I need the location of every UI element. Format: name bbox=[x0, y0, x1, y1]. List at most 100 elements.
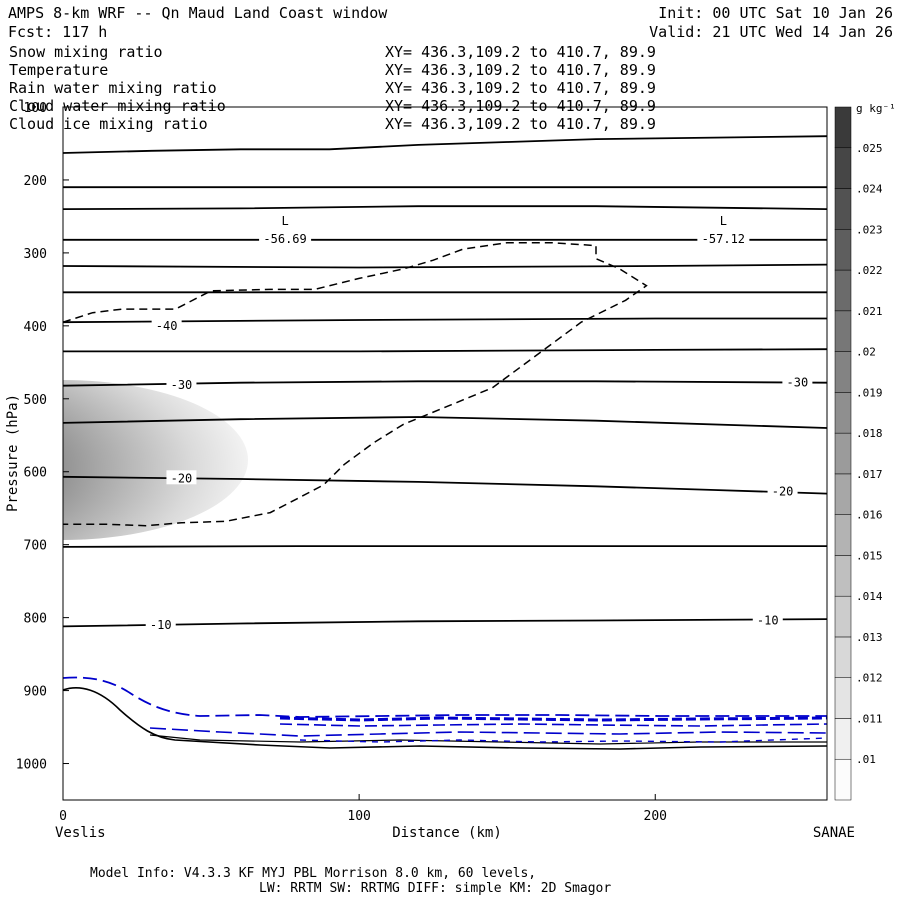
temperature-isotherms bbox=[63, 135, 827, 628]
y-tick-label: 400 bbox=[24, 320, 47, 335]
colorbar-tick-label: .01 bbox=[856, 753, 876, 766]
low-marker: L bbox=[281, 214, 288, 228]
plot-frame bbox=[62, 106, 828, 801]
field-xy: XY= 436.3,109.2 to 410.7, 89.9 bbox=[385, 79, 656, 97]
label-mask bbox=[697, 231, 750, 246]
isotherm-line bbox=[63, 618, 827, 628]
distance-axis: 0 100 200 bbox=[59, 794, 667, 824]
colorbar-tick-label: .024 bbox=[856, 183, 883, 196]
plot-area: L -56.69 L -57.12 -40 -30 -30 -20 -20 -10 -10 bbox=[62, 106, 828, 801]
isotherm-line bbox=[63, 205, 827, 210]
isotherm-label: -20 bbox=[171, 471, 193, 485]
label-mask bbox=[151, 317, 182, 332]
label-mask bbox=[782, 374, 813, 389]
colorbar-bin bbox=[834, 636, 852, 678]
low-value: -56.69 bbox=[263, 232, 306, 246]
terrain-line-2 bbox=[149, 734, 827, 745]
colorbar-bin bbox=[834, 147, 852, 189]
field-legend: Snow mixing ratio XY= 436.3,109.2 to 410.… bbox=[9, 43, 656, 133]
label-mask bbox=[259, 231, 312, 246]
model-info-line1: Model Info: V4.3.3 KF MYJ PBL Morrison 8… bbox=[90, 866, 536, 881]
colorbar-tick-label: .017 bbox=[856, 468, 883, 481]
field-name: Snow mixing ratio bbox=[9, 43, 163, 61]
isotherm-line bbox=[63, 135, 827, 154]
cloud-water-contour-5 bbox=[299, 737, 827, 743]
valid-time: Valid: 21 UTC Wed 14 Jan 26 bbox=[649, 23, 893, 41]
low-value: -57.12 bbox=[702, 232, 745, 246]
colorbar-tick-label: .015 bbox=[856, 549, 883, 562]
isotherm-line bbox=[63, 317, 827, 324]
init-time: Init: 00 UTC Sat 10 Jan 26 bbox=[658, 4, 893, 22]
field-xy: XY= 436.3,109.2 to 410.7, 89.9 bbox=[385, 115, 656, 133]
y-tick-label: 200 bbox=[24, 174, 47, 189]
isotherm-line bbox=[63, 545, 827, 548]
right-endpoint-label: SANAE bbox=[813, 825, 855, 841]
isotherm-labels: -40 -30 -30 -20 -20 -10 -10 bbox=[145, 317, 813, 632]
boundary-layer-contours bbox=[63, 676, 827, 750]
colorbar-tick-label: .011 bbox=[856, 712, 883, 725]
label-mask bbox=[145, 616, 176, 631]
colorbar-tick-label: .022 bbox=[856, 264, 883, 277]
field-xy: XY= 436.3,109.2 to 410.7, 89.9 bbox=[385, 61, 656, 79]
cloud-water-contour bbox=[63, 676, 827, 718]
colorbar-bin bbox=[834, 677, 852, 719]
y-tick-label: 800 bbox=[24, 612, 47, 627]
x-tick-label: 100 bbox=[347, 809, 370, 824]
colorbar-tick-label: .016 bbox=[856, 509, 883, 522]
cloud-ice-contour bbox=[63, 241, 648, 527]
colorbar-bin bbox=[834, 718, 852, 760]
y-tick-label: 900 bbox=[24, 685, 47, 700]
colorbar-tick-label: .013 bbox=[856, 631, 883, 644]
label-mask bbox=[752, 612, 783, 627]
pressure-axis: 100 200 300 400 500 600 700 800 900 1000 bbox=[16, 101, 69, 773]
colorbar-tick-label: .019 bbox=[856, 386, 883, 399]
terrain-line bbox=[63, 687, 827, 750]
colorbar: .01 .011 .012 .013 .014 .015 .016 .017 .018 .019.… bbox=[834, 106, 883, 801]
colorbar-bin bbox=[834, 392, 852, 434]
cloud-water-contour-4 bbox=[149, 727, 827, 737]
colorbar-tick-label: .021 bbox=[856, 305, 883, 318]
colorbar-tick-label: .014 bbox=[856, 590, 883, 603]
field-xy: XY= 436.3,109.2 to 410.7, 89.9 bbox=[385, 43, 656, 61]
cloud-water-contour-3 bbox=[279, 723, 827, 727]
isotherm-label: -20 bbox=[772, 484, 794, 498]
isotherm-label: -10 bbox=[150, 618, 172, 632]
isotherm-line bbox=[63, 416, 827, 429]
colorbar-bin bbox=[834, 188, 852, 230]
colorbar-bin bbox=[834, 310, 852, 352]
isotherm-label: -30 bbox=[787, 376, 809, 390]
y-tick-label: 100 bbox=[24, 101, 47, 116]
colorbar-bin bbox=[834, 106, 852, 149]
colorbar-tick-label: .02 bbox=[856, 346, 876, 359]
y-tick-label: 300 bbox=[24, 247, 47, 262]
colorbar-bin bbox=[834, 269, 852, 312]
isotherm-label: -10 bbox=[757, 614, 779, 628]
field-xy: XY= 436.3,109.2 to 410.7, 89.9 bbox=[385, 97, 656, 115]
field-name: Cloud ice mixing ratio bbox=[9, 115, 208, 133]
y-tick-label: 500 bbox=[24, 393, 47, 408]
model-info-line2: LW: RRTM SW: RRTMG DIFF: simple KM: 2D S… bbox=[259, 881, 611, 896]
colorbar-bin bbox=[834, 758, 852, 801]
isotherm-line bbox=[63, 263, 827, 269]
y-tick-label: 1000 bbox=[16, 758, 47, 773]
y-tick-label: 600 bbox=[24, 466, 47, 481]
chart-title: AMPS 8-km WRF -- Qn Maud Land Coast wind… bbox=[8, 4, 388, 22]
field-name: Rain water mixing ratio bbox=[9, 79, 217, 97]
isotherm-label: -40 bbox=[156, 319, 178, 333]
field-name: Temperature bbox=[9, 61, 108, 79]
y-tick-label: 700 bbox=[24, 539, 47, 554]
label-mask bbox=[166, 376, 197, 391]
isotherm-label: -30 bbox=[171, 378, 193, 392]
colorbar-tick-label: .025 bbox=[856, 142, 883, 155]
left-endpoint-label: Veslis bbox=[55, 825, 106, 841]
isotherm-line bbox=[63, 475, 827, 495]
low-markers: L -56.69 L -57.12 bbox=[259, 214, 750, 246]
colorbar-tick-label: .018 bbox=[856, 427, 883, 440]
x-axis-label: Distance (km) bbox=[392, 825, 502, 841]
colorbar-bin bbox=[834, 595, 852, 638]
colorbar-bin bbox=[834, 473, 852, 515]
colorbar-bin bbox=[834, 351, 852, 393]
cloud-water-contour-2 bbox=[279, 716, 827, 722]
colorbar-bin bbox=[834, 229, 852, 271]
